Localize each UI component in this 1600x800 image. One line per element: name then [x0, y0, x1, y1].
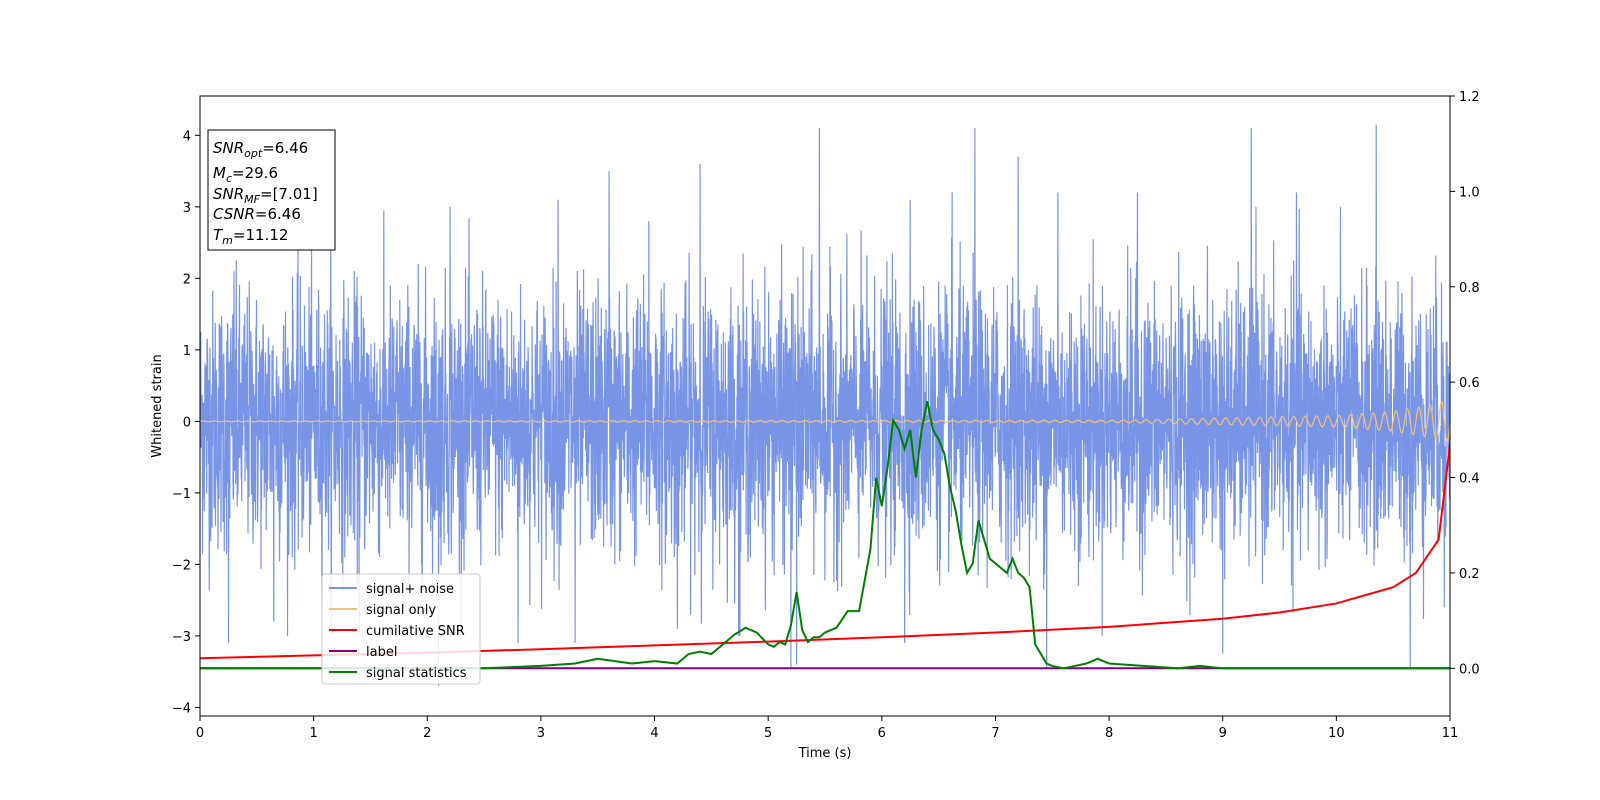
- x-axis-label: Time (s): [798, 746, 852, 761]
- y-tick-label: 3: [183, 201, 191, 216]
- info-csnr: CSNR=6.46: [213, 205, 301, 223]
- series-signal-noise-line: [200, 124, 1450, 686]
- x-tick-label: 11: [1442, 726, 1459, 741]
- series-cumulative-snr-line: [200, 444, 1450, 660]
- legend: signal+ noise signal only cumilative SNR la…: [321, 573, 481, 685]
- y-tick-label: −2: [172, 558, 191, 573]
- series-signal-statistics-line: [200, 401, 1450, 670]
- axes-frame: [199, 95, 1451, 717]
- x-tick-label: 7: [991, 726, 999, 741]
- y2-tick-label: 0.2: [1459, 567, 1480, 582]
- legend-label: signal statistics: [366, 666, 467, 681]
- info-snr-mf: SNRMF=[7.01]: [213, 185, 318, 206]
- y-tick-label: −4: [172, 701, 191, 716]
- info-box-frame: [207, 129, 336, 251]
- info-tm: Tm=11.12: [213, 226, 288, 247]
- x-tick-label: 0: [196, 726, 204, 741]
- info-mc: Mc=29.6: [213, 164, 278, 185]
- x-tick-label: 2: [423, 726, 431, 741]
- y-axis-right: 0.0 0.2 0.4 0.6 0.8 1.0 1.2: [1450, 90, 1480, 677]
- x-tick-label: 1: [309, 726, 317, 741]
- legend-label: signal+ noise: [366, 582, 454, 597]
- y2-tick-label: 1.2: [1459, 90, 1480, 105]
- legend-item: cumilative SNR: [329, 624, 465, 639]
- y-tick-label: 4: [183, 129, 191, 144]
- legend-label: cumilative SNR: [366, 624, 465, 639]
- legend-label: signal only: [366, 603, 436, 618]
- info-box: SNRopt=6.46 Mc=29.6 SNRMF=[7.01] CSNR=6.…: [207, 129, 336, 251]
- y-tick-label: −1: [172, 487, 191, 502]
- y-tick-label: 0: [183, 415, 191, 430]
- legend-frame: [321, 573, 481, 685]
- y-tick-label: 1: [183, 344, 191, 359]
- x-tick-label: 4: [650, 726, 658, 741]
- y2-tick-label: 0.4: [1459, 472, 1480, 487]
- x-tick-label: 5: [764, 726, 772, 741]
- y-axis-label: Whitened strain: [150, 354, 165, 457]
- x-tick-label: 3: [537, 726, 545, 741]
- y-tick-label: 2: [183, 272, 191, 287]
- info-snr-opt: SNRopt=6.46: [213, 139, 308, 160]
- y2-tick-label: 0.6: [1459, 376, 1480, 391]
- series-signal-only-line: [200, 401, 1450, 443]
- y2-tick-label: 0.0: [1459, 662, 1480, 677]
- y-tick-label: −3: [172, 630, 191, 645]
- y2-tick-label: 1.0: [1459, 185, 1480, 200]
- x-tick-label: 8: [1105, 726, 1113, 741]
- legend-item: signal statistics: [329, 666, 467, 681]
- y-axis-left: −4 −3 −2 −1 0 1 2 3 4: [172, 129, 200, 716]
- x-tick-label: 6: [878, 726, 886, 741]
- x-tick-label: 9: [1219, 726, 1227, 741]
- legend-item: label: [329, 645, 397, 660]
- x-axis: 0 1 2 3 4 5 6 7 8 9 10 11: [196, 716, 1458, 741]
- legend-item: signal only: [329, 603, 436, 618]
- legend-item: signal+ noise: [329, 582, 454, 597]
- legend-label: label: [366, 645, 397, 660]
- x-tick-label: 10: [1328, 726, 1345, 741]
- y2-tick-label: 0.8: [1459, 281, 1480, 296]
